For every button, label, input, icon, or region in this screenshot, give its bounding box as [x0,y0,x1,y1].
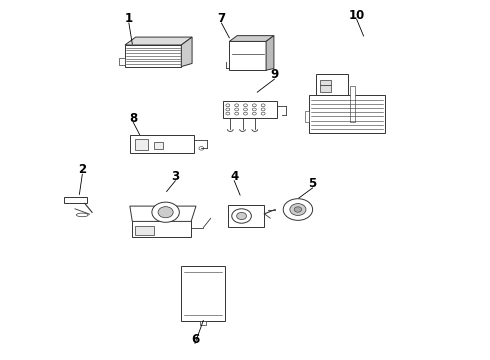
Bar [64,197,87,203]
Circle shape [261,108,265,111]
Bar [135,139,148,150]
Bar [200,321,206,325]
Text: 3: 3 [172,170,179,183]
Polygon shape [229,41,266,70]
Polygon shape [181,37,192,67]
Bar [130,135,194,153]
Text: 1: 1 [125,12,133,25]
Circle shape [235,108,239,111]
Bar [135,225,154,235]
Circle shape [290,204,306,215]
Bar [132,220,191,237]
Text: 4: 4 [230,170,238,183]
Circle shape [261,112,265,115]
Circle shape [152,202,179,222]
Polygon shape [130,206,196,221]
Bar [181,266,225,321]
Polygon shape [125,37,192,45]
Bar [305,111,309,122]
Circle shape [158,207,173,218]
Circle shape [226,112,230,115]
Circle shape [226,104,230,107]
Bar [350,86,355,122]
Polygon shape [266,36,274,70]
Circle shape [199,147,204,150]
Circle shape [232,209,251,223]
Circle shape [235,104,239,107]
Bar [316,74,348,95]
Circle shape [294,207,301,212]
Bar [119,58,125,65]
Circle shape [283,199,313,220]
Text: 6: 6 [191,333,199,346]
Circle shape [244,104,247,107]
Circle shape [261,104,265,107]
Circle shape [244,112,247,115]
Bar [320,85,331,92]
Circle shape [226,108,230,111]
Circle shape [252,108,256,111]
Circle shape [235,112,239,115]
Circle shape [237,212,246,220]
Polygon shape [125,45,181,67]
Bar [309,95,385,133]
Circle shape [252,112,256,115]
Circle shape [252,104,256,107]
Circle shape [244,108,247,111]
Bar [154,142,163,149]
Text: 9: 9 [270,68,278,81]
Ellipse shape [76,213,88,217]
Text: 7: 7 [218,12,225,25]
Bar [320,80,331,85]
Bar [223,101,277,118]
Text: 2: 2 [78,163,86,176]
Text: 8: 8 [129,112,137,125]
Bar [227,205,265,227]
Polygon shape [229,36,274,41]
Text: 5: 5 [309,177,317,190]
Text: 10: 10 [348,9,365,22]
